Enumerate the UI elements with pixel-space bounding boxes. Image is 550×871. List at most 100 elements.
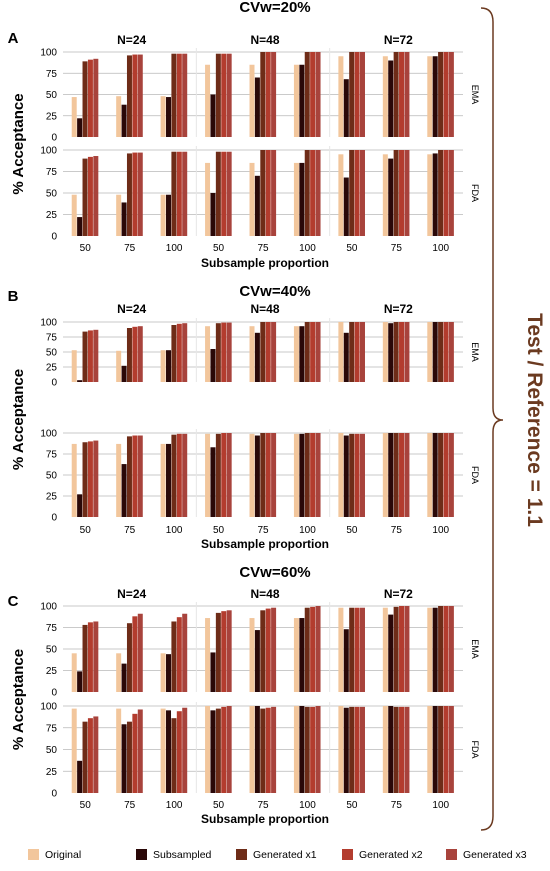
bar-gen1 [82, 624, 88, 692]
y-axis-label: % Acceptance [10, 93, 27, 194]
bar-original [116, 443, 122, 517]
bar-gen2 [265, 707, 271, 793]
legend-swatch [28, 849, 39, 860]
bar-gen1 [349, 607, 355, 692]
bar-original [160, 194, 166, 236]
bar-subsampled [299, 64, 305, 137]
panel-title: CVw=20% [239, 0, 310, 16]
bar-gen1 [304, 322, 310, 382]
panel-c: CVw=60% C N=24 N=48 N=72 % Acceptance 0 25 50 75 1… [8, 564, 480, 826]
bar-subsampled [343, 435, 349, 517]
bar-original [427, 433, 433, 517]
bar-gen1 [171, 53, 177, 138]
bar-gen3 [182, 433, 188, 517]
bar-gen3 [315, 322, 321, 382]
bar-subsampled [343, 79, 349, 137]
bar-subsampled [388, 433, 394, 517]
bar-subsampled [77, 494, 83, 517]
bar-original [205, 64, 211, 137]
bar-original [249, 618, 255, 692]
bar-gen1 [393, 150, 399, 236]
group-label: N=48 [250, 302, 279, 316]
bar-gen2 [132, 435, 138, 517]
bar-gen2 [399, 433, 405, 517]
right-brace [480, 7, 504, 831]
bar-gen2 [176, 433, 182, 517]
bar-gen1 [438, 322, 444, 382]
bar-gen3 [359, 433, 365, 517]
x-tick-label: 50 [213, 800, 225, 811]
bar-gen2 [265, 150, 271, 236]
y-tick-label: 0 [51, 378, 57, 389]
bar-gen1 [349, 706, 355, 793]
bar-original [116, 708, 122, 793]
bar-gen2 [87, 441, 93, 517]
bar-gen2 [443, 433, 449, 517]
bar-subsampled [254, 706, 260, 793]
x-tick-label: 100 [432, 800, 449, 811]
x-tick-label: 50 [213, 525, 225, 536]
group-label: N=24 [117, 302, 146, 316]
bar-gen1 [82, 721, 88, 793]
bar-gen3 [182, 707, 188, 793]
bar-gen3 [271, 322, 277, 382]
bar-gen1 [260, 708, 266, 793]
y-tick-label: 100 [40, 702, 57, 713]
legend-entry: Generated x1 [253, 849, 317, 861]
bar-gen1 [82, 442, 88, 517]
bar-gen3 [226, 322, 232, 382]
bar-gen3 [315, 150, 321, 236]
bar-gen1 [215, 433, 221, 517]
x-tick-label: 50 [80, 243, 92, 254]
bar-gen3 [359, 322, 365, 382]
bar-subsampled [254, 332, 260, 382]
x-tick-label: 50 [80, 800, 92, 811]
side-label: Test / Reference = 1.1 [523, 313, 546, 527]
bar-subsampled [166, 443, 172, 517]
bar-gen3 [404, 433, 410, 517]
bar-gen3 [315, 606, 321, 692]
panel-letter: C [8, 593, 19, 610]
bar-original [205, 433, 211, 517]
x-tick-label: 50 [80, 525, 92, 536]
bar-subsampled [121, 202, 127, 236]
bar-gen3 [137, 326, 143, 382]
bar-original [427, 607, 433, 692]
bar-gen3 [137, 435, 143, 517]
legend-entry: Original [45, 849, 81, 861]
bar-subsampled [343, 177, 349, 236]
bar-subsampled [77, 118, 83, 137]
bar-gen3 [448, 150, 454, 236]
bar-subsampled [432, 153, 438, 236]
y-tick-label: 0 [51, 133, 57, 144]
bar-original [249, 64, 255, 137]
group-label: N=24 [117, 33, 146, 47]
bar-original [71, 708, 77, 793]
bar-original [160, 350, 166, 382]
bar-subsampled [166, 97, 172, 137]
bar-gen2 [265, 322, 271, 382]
bar-original [338, 154, 344, 236]
bar-subsampled [299, 326, 305, 382]
bar-gen3 [404, 52, 410, 137]
bar-gen1 [349, 150, 355, 236]
y-tick-label: 25 [46, 363, 58, 374]
bar-gen3 [359, 607, 365, 692]
bar-original [71, 194, 77, 236]
y-tick-label: 75 [46, 167, 58, 178]
bar-subsampled [210, 652, 216, 692]
bar-gen1 [304, 706, 310, 793]
group-label: N=48 [250, 33, 279, 47]
x-tick-label: 75 [257, 525, 269, 536]
bar-gen1 [349, 322, 355, 382]
bar-subsampled [121, 663, 127, 692]
bar-gen2 [265, 608, 271, 692]
facet-fda: 0 25 50 75 100 FDA [40, 146, 480, 243]
bar-original [382, 433, 388, 517]
bar-gen1 [260, 433, 266, 517]
bar-original [382, 706, 388, 793]
bar-gen2 [132, 326, 138, 382]
y-tick-label: 50 [46, 348, 58, 359]
bar-subsampled [299, 706, 305, 793]
bar-subsampled [254, 630, 260, 692]
